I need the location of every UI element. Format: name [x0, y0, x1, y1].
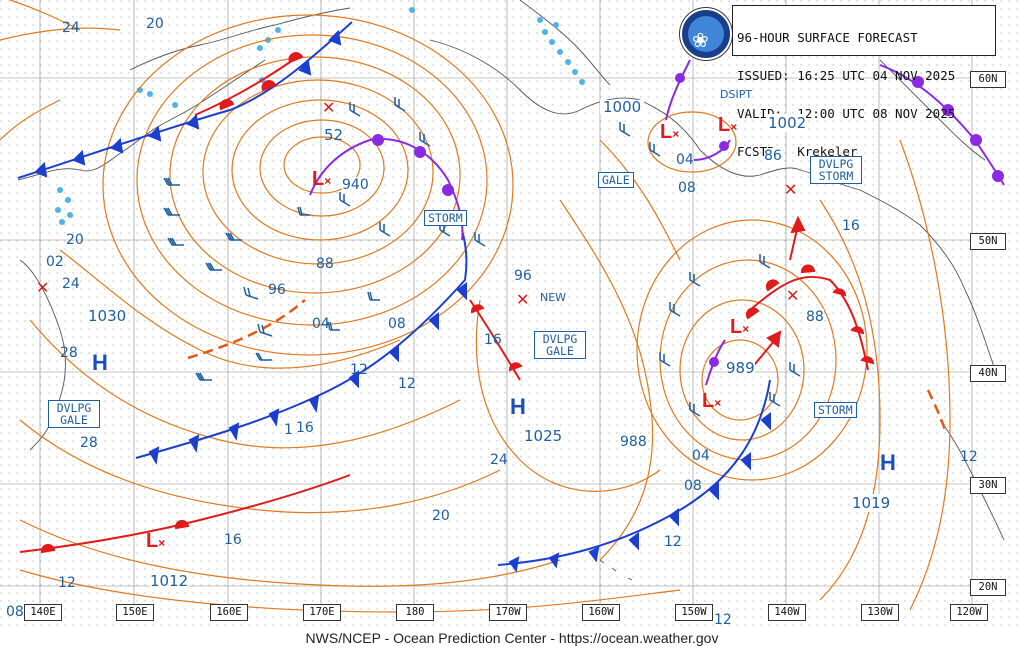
low-pressure-symbol: L×	[312, 168, 332, 190]
isobar-label: 08	[6, 604, 24, 620]
warning-box-developing-gale: DVLPG GALE	[534, 331, 586, 359]
low-center-value: 52	[324, 126, 344, 144]
isobar-label: 02	[46, 254, 64, 270]
latitude-label: 60N	[970, 71, 1006, 88]
header-title: 96-HOUR SURFACE FORECAST	[737, 30, 918, 46]
occluded-fronts	[309, 59, 1005, 386]
latitude-label: 50N	[970, 233, 1006, 250]
forecast-position-marker: ✕	[784, 180, 798, 199]
isobar-label: 1	[284, 422, 293, 438]
isobar-label: 04	[312, 316, 330, 332]
isobar-label: 20	[432, 508, 450, 524]
warning-box-developing-storm: DVLPG STORM	[810, 156, 862, 184]
isobar-label: 28	[80, 435, 98, 451]
isobar-label: 12	[664, 534, 682, 550]
low-center-value: 1012	[150, 572, 189, 590]
longitude-label: 150E	[116, 604, 154, 621]
longitude-label: 150W	[675, 604, 713, 621]
isobar-label: 88	[316, 256, 334, 272]
isobar-label: 04	[676, 152, 694, 168]
troughs	[187, 299, 947, 431]
isobar-label: 24	[490, 452, 508, 468]
high-pressure-symbol: H	[510, 394, 526, 419]
sea-ice	[55, 7, 585, 225]
isobar-label: 988	[620, 434, 647, 450]
isobar-label: 16	[296, 420, 314, 436]
isobar-label: 96	[514, 268, 532, 284]
isobar-label: 88	[806, 309, 824, 325]
isobar-label: 24	[62, 20, 80, 36]
low-pressure-symbol: L×	[702, 390, 722, 412]
chart-header: 96-HOUR SURFACE FORECAST ISSUED: 16:25 U…	[732, 5, 996, 157]
isobar-label: 12	[398, 376, 416, 392]
grid-dots	[0, 0, 1024, 626]
annotation-new: NEW	[540, 291, 567, 304]
isobar-label: 12	[350, 362, 368, 378]
header-valid: VALID: 12:00 UTC 08 NOV 2025	[737, 105, 956, 121]
low-center-value: 1002	[768, 114, 807, 132]
longitude-label: 160E	[210, 604, 248, 621]
isobar-label: 16	[224, 532, 242, 548]
low-pressure-symbol: L×	[730, 316, 750, 338]
latitude-label: 40N	[970, 365, 1006, 382]
longitude-label: 130W	[861, 604, 899, 621]
isobar-label: 16	[842, 218, 860, 234]
graticule	[0, 0, 1004, 610]
isobar-label: 96	[268, 282, 286, 298]
longitude-label: 170W	[489, 604, 527, 621]
longitude-label: 180	[396, 604, 434, 621]
wind-barbs	[163, 97, 801, 417]
isobar-label: 24	[62, 276, 80, 292]
motion-arrows	[749, 215, 806, 371]
annotation-dissipating: DSIPT	[720, 88, 753, 101]
isobar-label: 12	[714, 612, 732, 628]
isobar-label: 28	[60, 345, 78, 361]
isobar-label: 04	[692, 448, 710, 464]
low-pressure-symbol: L×	[660, 121, 680, 143]
low-pressure-symbol: L×	[718, 114, 738, 136]
isobar-label: 08	[678, 180, 696, 196]
low-pressure-symbol: L×	[146, 530, 166, 552]
longitude-label: 120W	[950, 604, 988, 621]
isobar-label: 12	[58, 575, 76, 591]
isobars	[0, 0, 951, 613]
cold-fronts	[17, 21, 771, 573]
isobar-label: 20	[66, 232, 84, 248]
longitude-label: 140E	[24, 604, 62, 621]
longitude-label: 170E	[303, 604, 341, 621]
isobar-label: 08	[684, 478, 702, 494]
latitude-label: 30N	[970, 477, 1006, 494]
low-center-value: 989	[726, 359, 755, 377]
warning-box-developing-gale: DVLPG GALE	[48, 400, 100, 428]
isobar-label: 08	[388, 316, 406, 332]
high-center-value: 1019	[852, 494, 891, 512]
forecast-position-marker: ✕	[36, 278, 50, 297]
isobar-label: 12	[960, 449, 978, 465]
warm-fronts	[19, 52, 875, 554]
longitude-label: 140W	[768, 604, 806, 621]
forecast-position-marker: ✕	[322, 98, 336, 117]
low-center-value: 1000	[600, 100, 645, 115]
noaa-logo: ❀	[680, 8, 732, 60]
header-issued: ISSUED: 16:25 UTC 04 NOV 2025	[737, 67, 956, 83]
isobar-label: 16	[484, 332, 502, 348]
high-pressure-symbol: H	[92, 350, 108, 375]
isobar-label: 86	[764, 148, 782, 164]
longitude-label: 160W	[582, 604, 620, 621]
warning-box-gale: GALE	[598, 172, 634, 188]
isobar-label: 20	[146, 16, 164, 32]
forecast-position-marker: ✕	[786, 286, 800, 305]
high-center-value: 1030	[88, 307, 127, 325]
forecast-position-marker: ✕	[516, 290, 530, 309]
credit-footer: NWS/NCEP - Ocean Prediction Center - htt…	[0, 626, 1024, 652]
warning-box-storm: STORM	[814, 402, 857, 418]
high-center-value: 1025	[524, 427, 563, 445]
isobar-label: 940	[342, 177, 369, 193]
latitude-label: 20N	[970, 579, 1006, 596]
warning-box-storm: STORM	[424, 210, 467, 226]
high-pressure-symbol: H	[880, 450, 896, 475]
